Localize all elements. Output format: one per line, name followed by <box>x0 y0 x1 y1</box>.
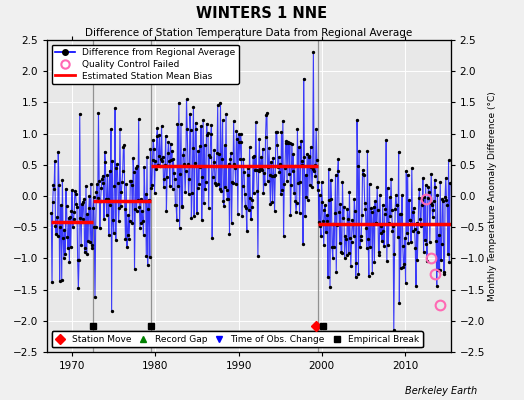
Text: WINTERS 1 NNE: WINTERS 1 NNE <box>196 6 328 21</box>
Legend: Station Move, Record Gap, Time of Obs. Change, Empirical Break: Station Move, Record Gap, Time of Obs. C… <box>52 331 423 348</box>
Title: Difference of Station Temperature Data from Regional Average: Difference of Station Temperature Data f… <box>85 28 412 38</box>
Y-axis label: Monthly Temperature Anomaly Difference (°C): Monthly Temperature Anomaly Difference (… <box>488 91 497 301</box>
Text: Berkeley Earth: Berkeley Earth <box>405 386 477 396</box>
